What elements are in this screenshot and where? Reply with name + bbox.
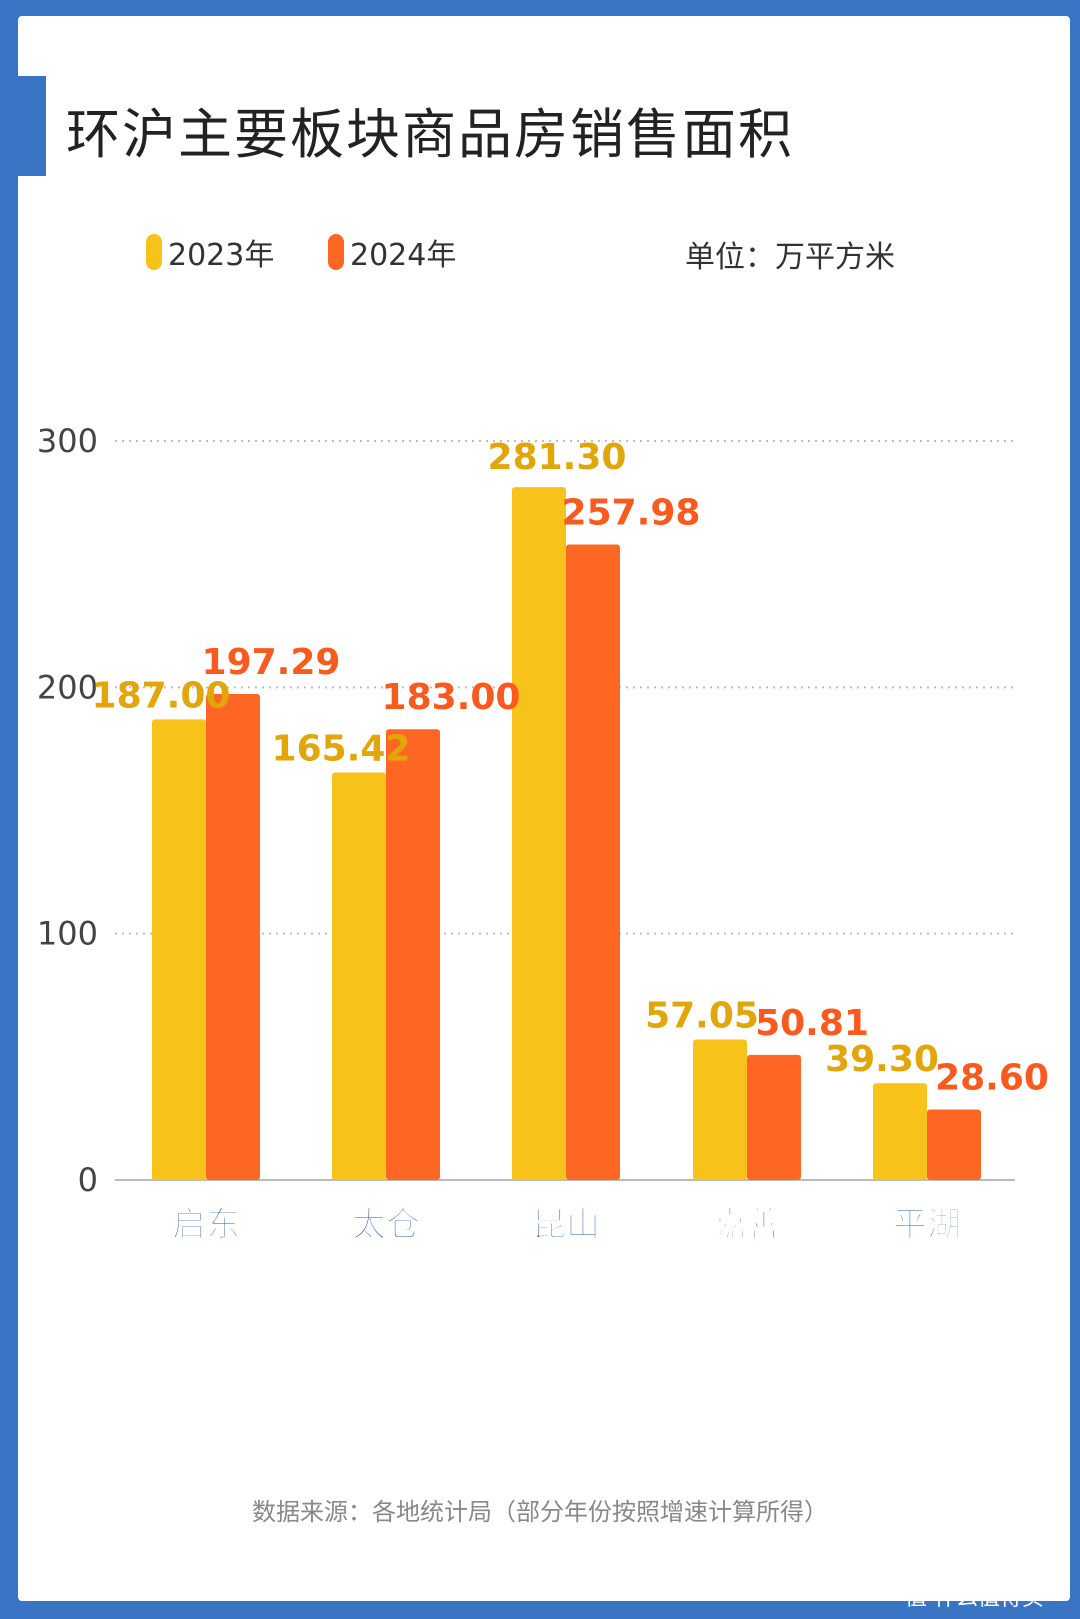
bar-2023 (332, 772, 386, 1180)
bar-2023 (873, 1083, 927, 1180)
unit-label: 单位：万平方米 (685, 240, 895, 275)
data-label: 39.30 (825, 1039, 939, 1080)
bar-2024 (927, 1109, 981, 1180)
data-label: 57.05 (645, 995, 759, 1036)
bar-2024 (206, 694, 260, 1180)
category-label: 启东 (172, 1205, 240, 1245)
y-tick-label: 300 (37, 422, 98, 460)
legend-item-2024: 2024年 (328, 230, 456, 274)
bar-2024 (566, 544, 620, 1180)
legend-label-2024: 2024年 (350, 238, 457, 273)
bar-2023 (693, 1039, 747, 1180)
category-label: 嘉善 (713, 1205, 781, 1245)
data-label: 183.00 (382, 677, 521, 718)
y-tick-label: 100 (37, 915, 98, 953)
legend: 2023年 2024年 (0, 230, 1080, 273)
legend-swatch-2024 (328, 234, 344, 270)
legend-item-2023: 2023年 (146, 230, 274, 274)
y-tick-label: 200 (37, 668, 98, 706)
watermark: 值 什么值得买 (905, 1586, 1044, 1611)
category-label: 平湖 (893, 1205, 961, 1245)
title-accent-bar (18, 76, 46, 176)
source-note: 数据来源：各地统计局（部分年份按照增速计算所得） (252, 1498, 828, 1526)
legend-swatch-2023 (146, 234, 162, 270)
data-label: 28.60 (935, 1058, 1049, 1099)
data-label: 50.81 (755, 1003, 869, 1044)
data-label: 281.30 (488, 437, 627, 478)
bar-2023 (152, 719, 206, 1180)
legend-label-2023: 2023年 (168, 238, 275, 273)
data-label: 165.42 (272, 729, 411, 770)
category-label: 昆山 (532, 1205, 600, 1245)
data-label: 187.00 (92, 675, 231, 716)
bar-2024 (386, 729, 440, 1180)
data-label: 197.29 (202, 642, 341, 683)
chart-title: 环沪主要板块商品房销售面积 (66, 103, 794, 166)
bar-2023 (512, 487, 566, 1180)
y-tick-label: 0 (78, 1161, 98, 1199)
bar-2024 (747, 1054, 801, 1180)
data-label: 257.98 (562, 493, 701, 534)
category-label: 太仓 (352, 1205, 421, 1245)
